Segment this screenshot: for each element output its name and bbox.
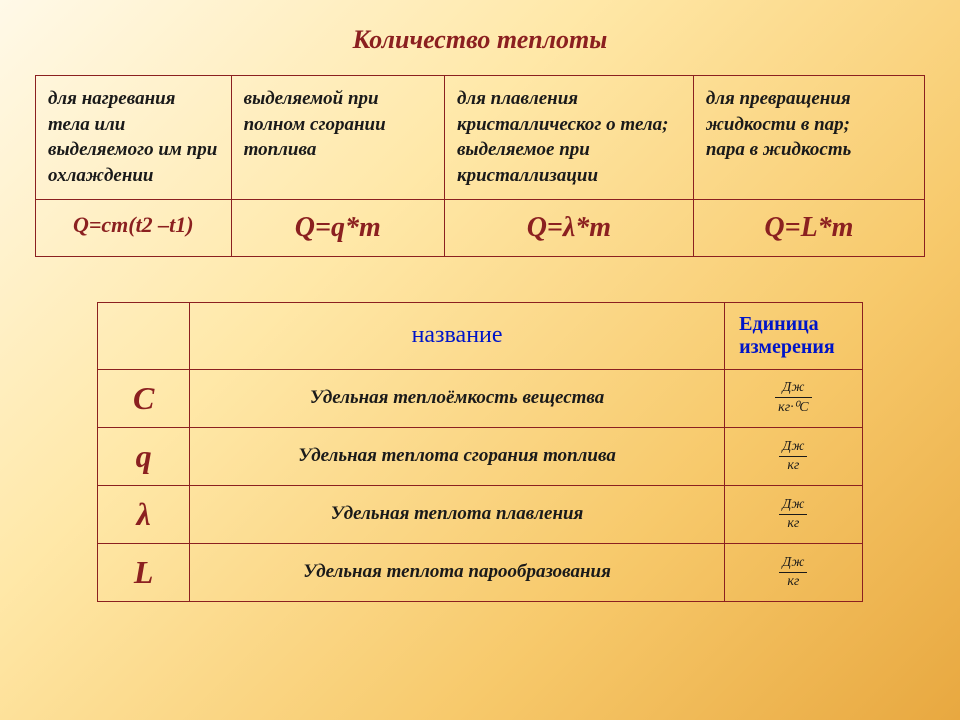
symbols-table: название Единица измерения C Удельная те… [97, 302, 862, 602]
desc-cell: Удельная теплота сгорания топлива [190, 427, 725, 485]
header-cell: для плавления кристаллическог о тела; вы… [444, 76, 693, 200]
table-row: C Удельная теплоёмкость вещества Джкг·⁰С [98, 369, 862, 427]
header-cell: для нагревания тела или выделяемого им п… [36, 76, 232, 200]
table-row: q Удельная теплота сгорания топлива Джкг [98, 427, 862, 485]
symbol-cell: C [98, 369, 190, 427]
table-header-row: для нагревания тела или выделяемого им п… [36, 76, 925, 200]
table-row: L Удельная теплота парообразования Джкг [98, 543, 862, 601]
unit-cell: Джкг [725, 543, 863, 601]
empty-header [98, 302, 190, 369]
page-title: Количество теплоты [35, 25, 925, 55]
desc-cell: Удельная теплота плавления [190, 485, 725, 543]
formula-cell: Q=λ*m [444, 199, 693, 256]
unit-cell: Джкг [725, 427, 863, 485]
formula-cell: Q=q*m [231, 199, 444, 256]
symbol-cell: λ [98, 485, 190, 543]
unit-header: Единица измерения [725, 302, 863, 369]
table-row: λ Удельная теплота плавления Джкг [98, 485, 862, 543]
header-cell: выделяемой при полном сгорании топлива [231, 76, 444, 200]
formula-row: Q=cm(t2 –t1) Q=q*m Q=λ*m Q=L*m [36, 199, 925, 256]
symbol-cell: q [98, 427, 190, 485]
desc-cell: Удельная теплоёмкость вещества [190, 369, 725, 427]
formulas-table: для нагревания тела или выделяемого им п… [35, 75, 925, 257]
header-cell: для превращения жидкости в пар; пара в ж… [693, 76, 924, 200]
formula-cell: Q=L*m [693, 199, 924, 256]
formula-cell: Q=cm(t2 –t1) [36, 199, 232, 256]
unit-cell: Джкг·⁰С [725, 369, 863, 427]
symbol-cell: L [98, 543, 190, 601]
desc-cell: Удельная теплота парообразования [190, 543, 725, 601]
table-header-row: название Единица измерения [98, 302, 862, 369]
unit-cell: Джкг [725, 485, 863, 543]
name-header: название [190, 302, 725, 369]
